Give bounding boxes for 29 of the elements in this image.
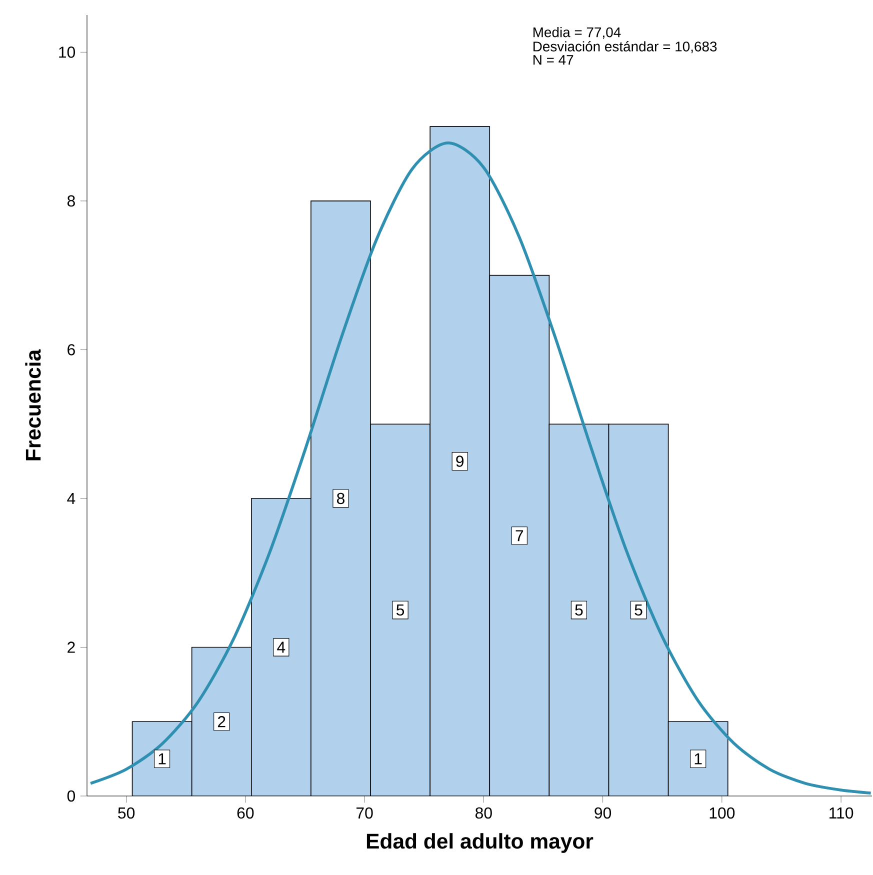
data-label: 4 — [277, 642, 286, 653]
data-label: 2 — [218, 716, 226, 728]
x-tick-label: 60 — [237, 807, 254, 819]
y-axis-title: Frecuencia — [25, 349, 41, 460]
y-tick-label: 2 — [68, 642, 75, 653]
y-tick-label: 4 — [67, 493, 76, 504]
x-tick-label: 100 — [710, 807, 735, 819]
data-label: 1 — [694, 753, 702, 764]
data-label: 8 — [336, 492, 344, 504]
line-series — [89, 141, 872, 794]
x-tick-label: 50 — [118, 807, 135, 819]
y-tick-label: 6 — [68, 344, 75, 356]
data-label: 9 — [456, 456, 464, 467]
y-tick-label: 8 — [67, 195, 75, 207]
y-tick-label: 10 — [59, 46, 76, 58]
x-tick-label: 90 — [594, 807, 612, 819]
data-label: 5 — [575, 604, 583, 616]
y-tick-label: 0 — [67, 790, 76, 802]
x-axis-title: Edad del adulto mayor — [366, 833, 594, 853]
x-tick-label: 70 — [356, 807, 373, 819]
annotation: N = 47 — [534, 55, 574, 65]
data-label: 7 — [516, 530, 524, 542]
x-tick-label: 80 — [475, 807, 492, 819]
annotation: Desviación estándar = 10,683 — [534, 41, 717, 54]
x-tick-label: 110 — [830, 807, 854, 819]
data-label: 5 — [634, 604, 642, 616]
data-label: 1 — [158, 753, 166, 764]
data-label: 5 — [396, 604, 404, 616]
annotation: Media = 77,04 — [534, 26, 621, 39]
